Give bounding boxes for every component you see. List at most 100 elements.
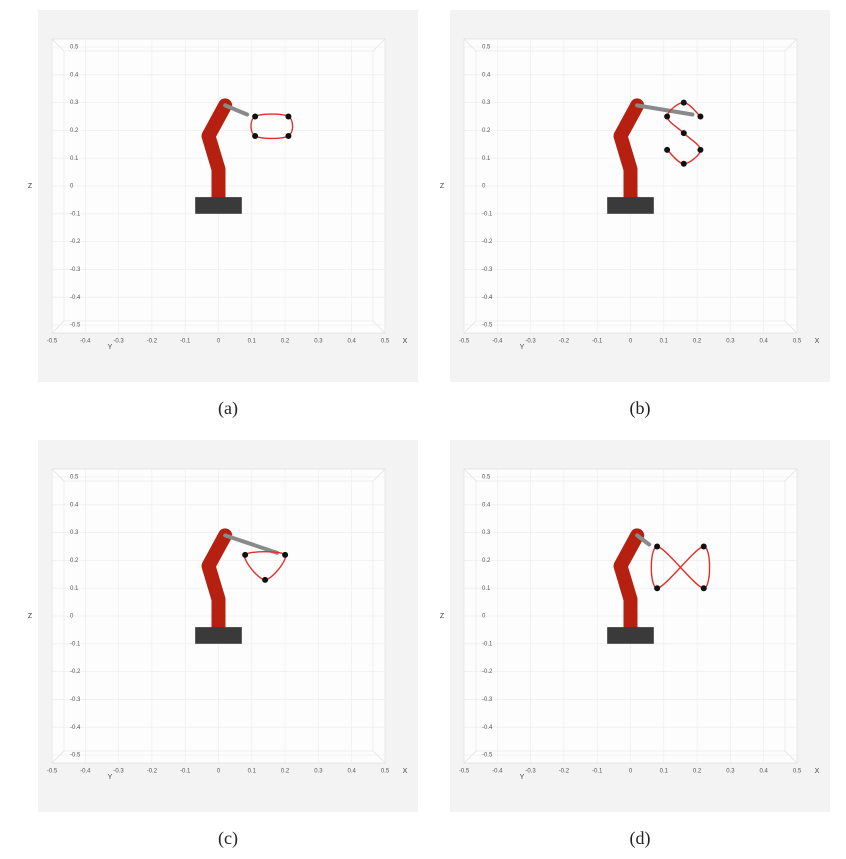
y-tick-label: 0.5 <box>70 45 79 51</box>
waypoint <box>242 552 248 558</box>
x-axis-label: X <box>403 338 408 345</box>
y-tick-label: -0.5 <box>70 753 81 759</box>
y-tick-label: -0.1 <box>482 641 493 647</box>
y-tick-label: 0.5 <box>482 475 491 481</box>
panel: -0.5-0.4-0.3-0.2-0.100.10.20.30.40.5-0.5… <box>28 440 418 849</box>
x-tick-label: -0.5 <box>47 339 58 345</box>
waypoint <box>701 544 707 550</box>
y-tick-label: -0.2 <box>482 669 493 675</box>
x-tick-label: 0.2 <box>281 339 290 345</box>
x-tick-label: -0.4 <box>80 769 91 775</box>
waypoint <box>285 114 291 120</box>
y-axis-label: Y <box>108 774 113 781</box>
y-tick-label: 0.3 <box>70 100 79 106</box>
waypoint <box>681 130 687 136</box>
y-tick-label: 0.3 <box>70 530 79 536</box>
x-tick-label: -0.1 <box>180 769 191 775</box>
x-axis-label: X <box>815 338 820 345</box>
x-tick-label: -0.4 <box>80 339 91 345</box>
y-tick-label: -0.3 <box>482 697 493 703</box>
waypoint <box>681 100 687 106</box>
y-tick-label: 0.1 <box>70 156 79 162</box>
x-tick-label: 0.5 <box>381 339 390 345</box>
robot-base <box>195 627 242 644</box>
y-tick-label: -0.1 <box>70 641 81 647</box>
panel: -0.5-0.4-0.3-0.2-0.100.10.20.30.40.5-0.5… <box>440 10 830 419</box>
y-tick-label: -0.4 <box>482 725 493 731</box>
z-axis-label: Z <box>28 613 33 620</box>
x-tick-label: 0.3 <box>726 769 735 775</box>
y-tick-label: 0.2 <box>70 128 79 134</box>
y-tick-label: 0.4 <box>70 72 79 78</box>
x-axis-label: X <box>815 768 820 775</box>
y-axis-label: Y <box>520 344 525 351</box>
waypoint <box>285 133 291 139</box>
y-tick-label: -0.3 <box>482 267 493 273</box>
x-tick-label: -0.5 <box>47 769 58 775</box>
robot-base <box>607 197 654 214</box>
waypoint <box>654 544 660 550</box>
x-tick-label: -0.3 <box>113 339 124 345</box>
y-tick-label: 0.3 <box>482 530 491 536</box>
y-tick-label: -0.5 <box>70 323 81 329</box>
x-tick-label: -0.1 <box>180 339 191 345</box>
y-tick-label: -0.3 <box>70 697 81 703</box>
caption: (b) <box>630 398 651 419</box>
x-tick-label: -0.3 <box>113 769 124 775</box>
y-tick-label: 0.2 <box>70 558 79 564</box>
y-tick-label: -0.4 <box>70 725 81 731</box>
y-tick-label: -0.5 <box>482 753 493 759</box>
x-tick-label: -0.4 <box>492 769 503 775</box>
x-tick-label: 0.5 <box>793 769 802 775</box>
x-tick-label: -0.2 <box>147 769 158 775</box>
x-tick-label: -0.2 <box>147 339 158 345</box>
y-tick-label: 0.4 <box>70 502 79 508</box>
x-tick-label: 0.1 <box>248 769 257 775</box>
waypoint <box>282 552 288 558</box>
waypoint <box>701 585 707 591</box>
x-tick-label: 0.4 <box>760 339 769 345</box>
y-tick-label: 0.2 <box>482 128 491 134</box>
y-tick-label: -0.5 <box>482 323 493 329</box>
x-tick-label: 0.4 <box>760 769 769 775</box>
y-tick-label: -0.4 <box>482 295 493 301</box>
x-tick-label: 0.2 <box>693 769 702 775</box>
x-tick-label: 0.1 <box>660 339 669 345</box>
waypoint <box>252 133 258 139</box>
y-tick-label: 0.4 <box>482 502 491 508</box>
x-tick-label: 0.1 <box>660 769 669 775</box>
y-tick-label: -0.1 <box>70 211 81 217</box>
y-tick-label: -0.1 <box>482 211 493 217</box>
waypoint <box>664 114 670 120</box>
y-tick-label: -0.4 <box>70 295 81 301</box>
x-axis-label: X <box>403 768 408 775</box>
x-tick-label: 0.3 <box>726 339 735 345</box>
y-tick-label: 0.1 <box>482 156 491 162</box>
y-tick-label: 0.1 <box>70 586 79 592</box>
x-tick-label: 0.3 <box>314 339 323 345</box>
waypoint <box>664 147 670 153</box>
waypoint <box>697 147 703 153</box>
x-tick-label: -0.1 <box>592 339 603 345</box>
waypoint <box>681 161 687 167</box>
caption: (c) <box>218 828 238 849</box>
x-tick-label: 0.4 <box>348 769 357 775</box>
x-tick-label: -0.3 <box>525 769 536 775</box>
y-tick-label: 0.2 <box>482 558 491 564</box>
x-tick-label: 0.3 <box>314 769 323 775</box>
x-tick-label: 0.4 <box>348 339 357 345</box>
waypoint <box>262 577 268 583</box>
x-tick-label: -0.2 <box>559 769 570 775</box>
z-axis-label: Z <box>28 183 33 190</box>
y-tick-label: 0.4 <box>482 72 491 78</box>
y-axis-label: Y <box>520 774 525 781</box>
waypoint <box>654 585 660 591</box>
robot-base <box>195 197 242 214</box>
y-tick-label: 0.5 <box>70 475 79 481</box>
x-tick-label: 0.2 <box>693 339 702 345</box>
y-tick-label: -0.2 <box>70 669 81 675</box>
x-tick-label: -0.4 <box>492 339 503 345</box>
y-tick-label: 0.1 <box>482 586 491 592</box>
